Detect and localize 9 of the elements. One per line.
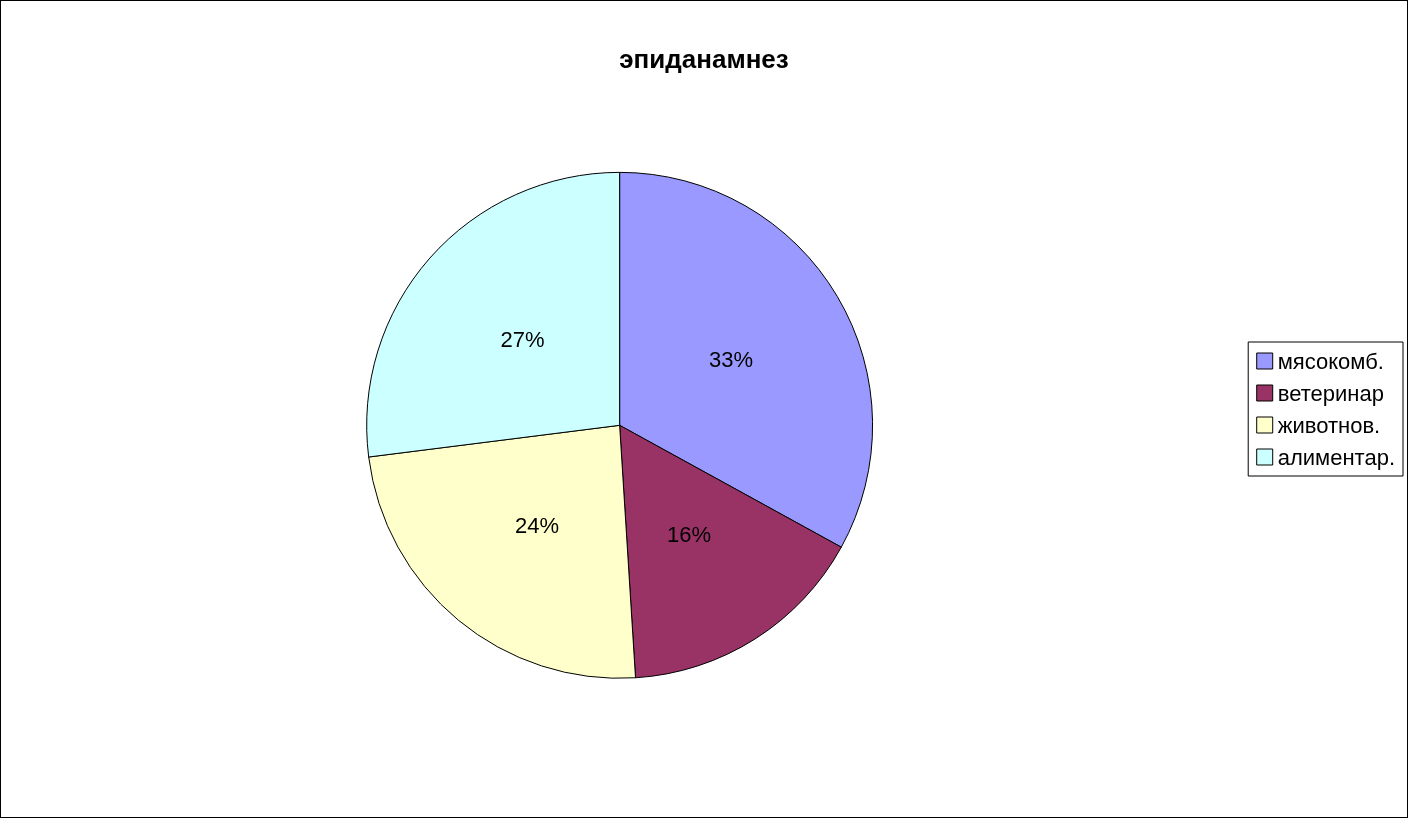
data-label: 16%	[667, 522, 712, 548]
data-label: 33%	[709, 346, 754, 372]
data-label: 24%	[515, 512, 560, 538]
data-label: 27%	[500, 327, 545, 353]
legend-label: мясокомб.	[1277, 348, 1384, 374]
chart-title: эпиданамнез	[619, 44, 789, 74]
legend-label: животнов.	[1277, 412, 1381, 438]
legend-label: ветеринар	[1277, 380, 1384, 406]
legend-label: алиментар.	[1277, 444, 1396, 470]
